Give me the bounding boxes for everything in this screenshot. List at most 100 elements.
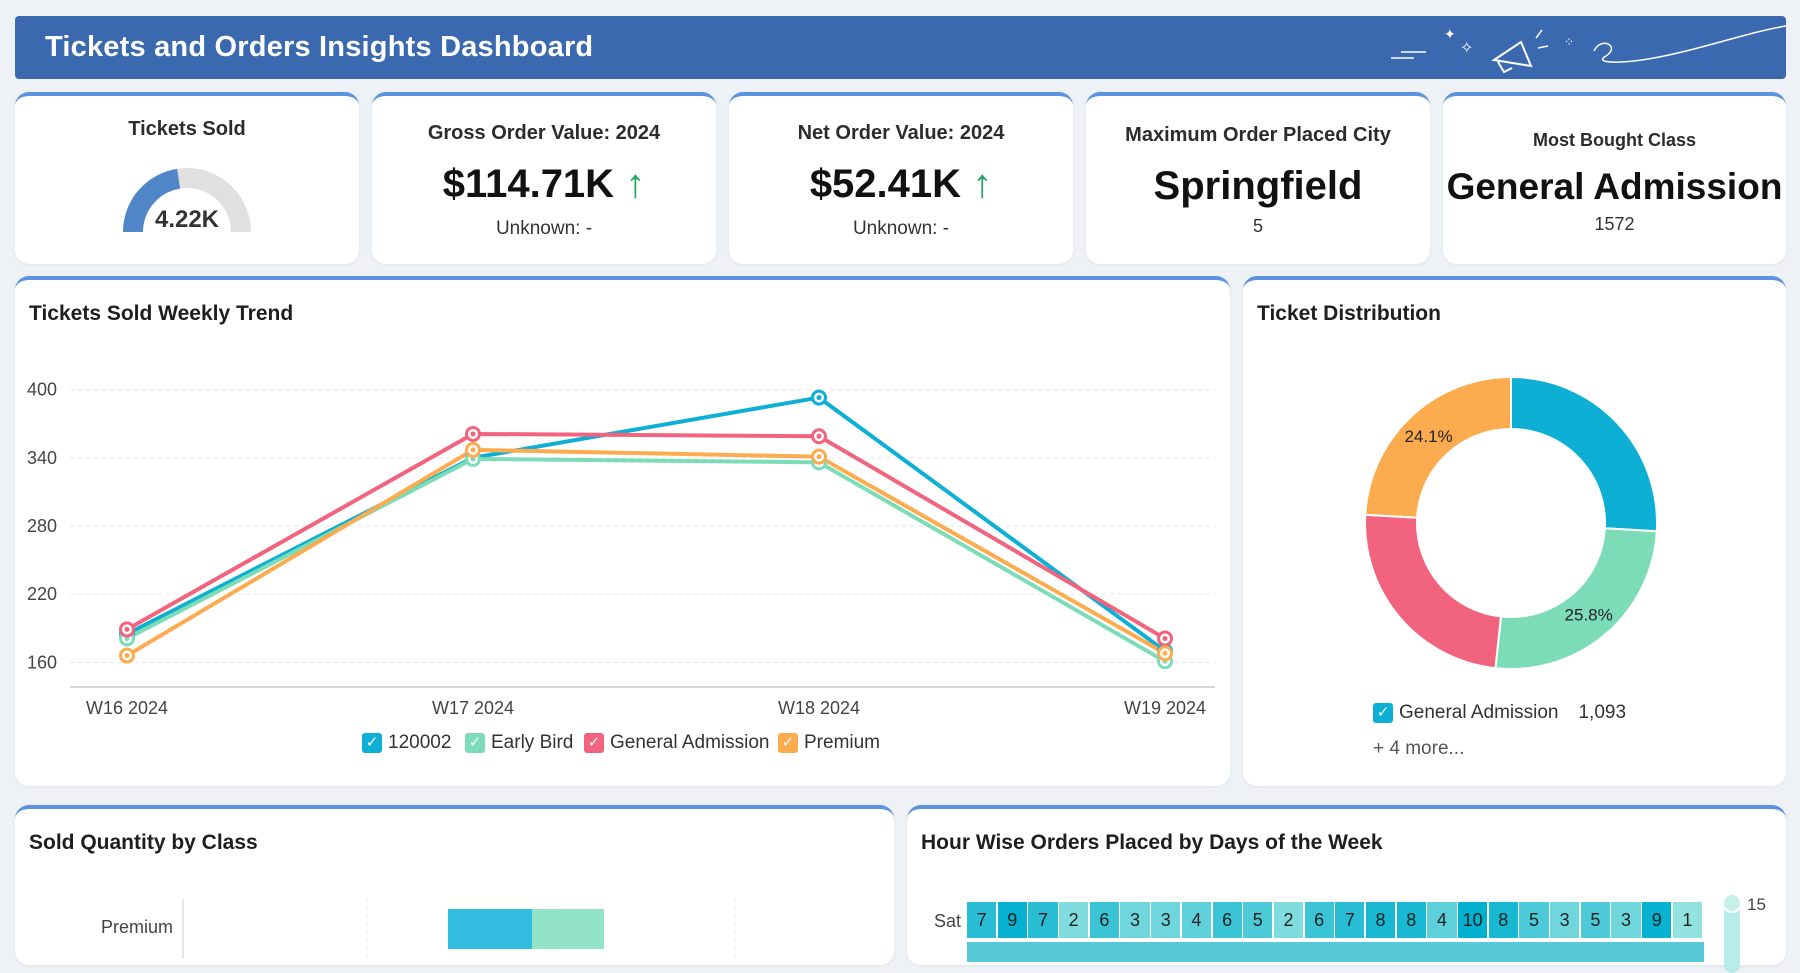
distribution-donut-chart: 24.1% 25.8% [1364, 375, 1658, 670]
legend-label: Premium [804, 732, 881, 753]
arrow-up-icon: ↑ [625, 162, 646, 206]
heatmap-cell[interactable]: 10 [1458, 902, 1488, 938]
bar-segment[interactable] [448, 909, 532, 949]
donut-slice[interactable] [1510, 375, 1658, 533]
x-tick-label: W19 2024 [1124, 698, 1206, 718]
kpi-class-card: Most Bought Class General Admission 1572 [1443, 92, 1786, 264]
heatmap-scale [1722, 893, 1742, 973]
heatmap-cell[interactable]: 4 [1427, 902, 1457, 938]
kpi-sub: Unknown: - [852, 218, 950, 239]
tickets-gauge [123, 168, 251, 233]
kpi-value: 4.22K [154, 206, 220, 233]
data-point-dot [124, 653, 130, 659]
legend-item[interactable]: ✓ 120002 [362, 732, 451, 754]
data-point-dot [816, 395, 822, 401]
bar-segment[interactable] [532, 909, 604, 949]
kpi-title: Maximum Order Placed City [1125, 124, 1391, 146]
legend-label: Early Bird [491, 732, 574, 753]
legend-item[interactable]: ✓ General Admission [584, 732, 769, 754]
svg-text:✧: ✧ [1460, 40, 1473, 57]
kpi-gross-card: Gross Order Value: 2024 $114.71K ↑ Unkno… [372, 92, 716, 264]
y-tick-label: 160 [27, 652, 57, 672]
heatmap-cell[interactable]: 1 [1672, 902, 1702, 938]
heatmap-cell[interactable]: 6 [1212, 902, 1242, 938]
heatmap-cell[interactable]: 7 [1028, 902, 1058, 938]
y-tick-label: 220 [27, 584, 57, 604]
data-point-dot [816, 454, 822, 460]
series-line [125, 447, 1166, 658]
legend-check-icon: ✓ [465, 733, 485, 753]
panel-title: Hour Wise Orders Placed by Days of the W… [921, 831, 1383, 854]
ticket-distribution-card: Ticket Distribution 24.1% 25.8% ✓ General… [1243, 276, 1786, 786]
data-point-dot [124, 626, 130, 632]
legend-name: General Admission [1399, 702, 1559, 723]
y-tick-label: 280 [27, 516, 57, 536]
kpi-value-text: $52.41K [809, 162, 962, 206]
heatmap-row-label: Sat [934, 911, 962, 931]
slice-label: 25.8% [1565, 605, 1613, 624]
series-line [126, 395, 1167, 653]
sold-quantity-chart [182, 899, 736, 959]
heatmap-cell[interactable]: 3 [1120, 902, 1150, 938]
legend-check-icon: ✓ [584, 733, 604, 753]
heatmap-cell[interactable]: 6 [1304, 902, 1334, 938]
data-point-dot [1162, 636, 1168, 641]
slice-label: 24.1% [1404, 427, 1452, 446]
y-tick-label: 400 [27, 380, 57, 400]
hour-wise-orders-card: Hour Wise Orders Placed by Days of the W… [907, 805, 1786, 973]
kpi-value: Springfield [1153, 164, 1363, 208]
heatmap-cell[interactable]: 3 [1550, 902, 1580, 938]
legend-item[interactable]: ✓ Early Bird [465, 732, 573, 754]
legend-label: General Admission [610, 732, 770, 753]
heatmap-cell[interactable]: 4 [1181, 902, 1211, 938]
legend-label: 120002 [388, 732, 452, 753]
more-legend-link[interactable]: + 4 more... [1373, 738, 1465, 759]
heatmap-cell[interactable]: 7 [1335, 902, 1365, 938]
sold-quantity-card: Sold Quantity by Class Premium [15, 805, 894, 965]
legend-item[interactable]: ✓ Premium [778, 732, 880, 754]
kpi-sub: 5 [1252, 216, 1263, 236]
data-point-dot [1162, 650, 1168, 656]
kpi-value-text: $114.71K [442, 162, 615, 206]
donut-slice[interactable] [1494, 527, 1658, 670]
svg-text:⁘: ⁘ [1564, 35, 1574, 49]
kpi-sub: Unknown: - [495, 218, 593, 239]
svg-text:✦: ✦ [1444, 26, 1456, 42]
heatmap-cell[interactable]: 9 [997, 902, 1027, 938]
header-decoration-icon: ✦ ✧ ⁘ [1391, 25, 1786, 74]
heatmap-cell[interactable]: 3 [1151, 902, 1181, 938]
heatmap-cell[interactable]: 2 [1059, 902, 1089, 938]
heatmap-cell[interactable]: 5 [1580, 902, 1610, 938]
x-tick-label: W18 2024 [778, 698, 860, 718]
donut-slice[interactable] [1364, 513, 1503, 670]
kpi-sub: 1572 [1594, 214, 1635, 234]
heatmap-cell[interactable]: 8 [1488, 902, 1518, 938]
panel-title: Tickets Sold Weekly Trend [29, 302, 294, 325]
dashboard-header: Tickets and Orders Insights Dashboard ✦ … [15, 16, 1786, 79]
heatmap-cell[interactable]: 8 [1396, 902, 1426, 938]
x-tick-label: W16 2024 [86, 698, 168, 718]
distribution-legend-item[interactable]: ✓ General Admission 1,093 [1373, 702, 1626, 724]
kpi-value: $52.41K ↑ [729, 162, 1073, 207]
heatmap-cell[interactable]: 5 [1243, 902, 1273, 938]
data-point-dot [816, 433, 822, 439]
y-tick-label: 340 [27, 448, 57, 468]
weekly-trend-chart: 400 340 280 220 160 W16 2024 W17 2024 W18 2024 W… [27, 380, 1215, 718]
series-line [126, 456, 1166, 663]
heatmap-cell[interactable]: 9 [1642, 902, 1672, 938]
heatmap-cell[interactable]: 7 [967, 902, 997, 938]
kpi-title: Net Order Value: 2024 [797, 122, 1005, 144]
heatmap-cell[interactable]: 6 [1089, 902, 1119, 938]
donut-slice[interactable] [1364, 375, 1512, 519]
heatmap-cell[interactable]: 8 [1365, 902, 1396, 938]
heatmap-cell[interactable]: 5 [1519, 902, 1549, 938]
heatmap-cell[interactable]: 2 [1273, 902, 1304, 938]
scale-handle-icon[interactable] [1722, 893, 1742, 913]
scale-max-label: 15 [1747, 895, 1766, 914]
data-point-dot [470, 431, 476, 437]
series-line [126, 431, 1167, 641]
legend-check-icon: ✓ [362, 733, 382, 753]
heatmap-cell[interactable]: 3 [1611, 902, 1641, 938]
panel-title: Sold Quantity by Class [29, 831, 258, 854]
legend-check-icon: ✓ [1373, 703, 1393, 723]
